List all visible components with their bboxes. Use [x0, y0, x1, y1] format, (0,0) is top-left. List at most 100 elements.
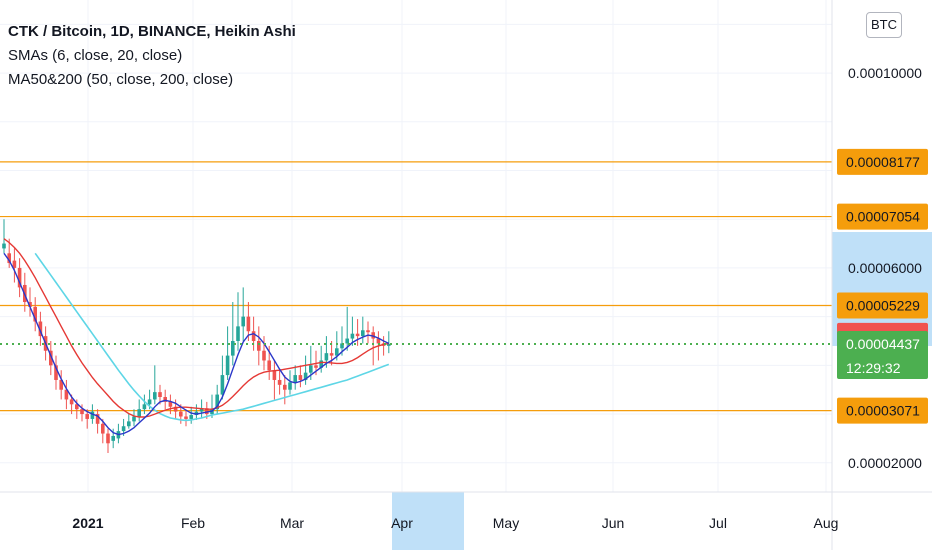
candle-body: [106, 433, 110, 444]
candle-body: [267, 360, 271, 371]
time-tick-3: Apr: [391, 515, 413, 531]
candle-3: [17, 258, 22, 298]
candle-body: [101, 423, 105, 434]
candle-50: [262, 336, 266, 371]
candle-body: [111, 435, 115, 441]
candle-53: [277, 370, 282, 395]
candle-36: [189, 406, 193, 424]
candle-body: [355, 333, 360, 337]
candle-body: [189, 415, 193, 419]
candle-body: [298, 375, 303, 380]
candle-body: [142, 404, 147, 410]
currency-button[interactable]: BTC: [866, 12, 902, 38]
candle-body: [366, 330, 370, 333]
candle-18: [95, 409, 100, 434]
candle-body: [257, 340, 261, 351]
candle-0: [2, 219, 6, 254]
level-price-labels: 0.00008177 0.00007054 0.00005229 0.00003071: [837, 148, 928, 424]
candle-45: [236, 292, 240, 351]
candle-35: [184, 409, 188, 427]
candle-body: [121, 426, 126, 432]
candle-body: [376, 338, 381, 344]
candle-body: [12, 260, 17, 268]
candle-body: [33, 306, 37, 322]
legend-ma[interactable]: MA50&200 (50, close, 200, close): [8, 71, 234, 88]
candle-body: [350, 333, 355, 339]
candle-body: [153, 392, 157, 400]
candle-body: [225, 355, 230, 376]
candle-24: [127, 414, 131, 429]
level-label-0: 0.00008177: [837, 148, 928, 175]
level-label-0-bg: [837, 148, 928, 175]
candle-body: [173, 406, 178, 412]
candle-body: [28, 302, 32, 307]
legend-sma[interactable]: SMAs (6, close, 20, close): [8, 47, 183, 64]
last-price-value: 0.00004437: [846, 336, 920, 352]
level-label-3-bg: [837, 397, 928, 424]
candle-body: [262, 350, 266, 361]
candle-body: [246, 316, 251, 332]
candle-body: [277, 379, 282, 385]
legend-title[interactable]: CTK / Bitcoin, 1D, BINANCE, Heikin Ashi: [8, 23, 296, 40]
candle-body: [345, 338, 349, 344]
price-tick-0: 0.00002000: [848, 455, 922, 471]
candle-body: [293, 375, 297, 383]
time-tick-1: Feb: [181, 515, 205, 531]
candle-body: [329, 353, 334, 356]
candle-body: [303, 372, 308, 380]
candle-30: [158, 384, 162, 405]
candle-5: [28, 287, 32, 317]
candle-body: [2, 243, 6, 249]
candle-body: [168, 401, 173, 407]
chart-grid: [0, 0, 832, 492]
candle-52: [272, 360, 277, 400]
sma-fast-line: [3, 252, 390, 436]
candle-66: [345, 306, 349, 351]
candles: [2, 219, 391, 454]
candle-29: [153, 365, 157, 405]
last-price-label: 0.00004437 12:29:32: [837, 331, 928, 380]
candle-body: [184, 416, 188, 419]
candle-58: [303, 355, 308, 385]
candle-body: [17, 267, 22, 288]
candle-body: [194, 411, 199, 416]
candle-32: [168, 394, 173, 415]
price-axis-ticks: 0.00002000 0.00006000 0.00010000: [848, 65, 922, 471]
candle-body: [80, 409, 84, 415]
candle-body: [147, 399, 152, 405]
candle-61: [319, 345, 323, 373]
candle-1: [7, 238, 11, 268]
candle-26: [137, 399, 141, 422]
candle-body: [75, 404, 79, 410]
candle-74: [387, 331, 391, 354]
candle-70: [366, 321, 370, 344]
candle-body: [38, 321, 43, 337]
candle-body: [288, 382, 292, 390]
price-tick-2: 0.00010000: [848, 65, 922, 81]
time-tick-0: 2021: [72, 515, 103, 531]
price-tick-1: 0.00006000: [848, 260, 922, 276]
candle-19: [101, 418, 105, 444]
level-label-1: 0.00007054: [837, 203, 928, 230]
candle-body: [54, 365, 58, 380]
candle-11: [59, 370, 63, 400]
last-price-tag: 0.00004437 12:29:32: [837, 331, 928, 380]
candle-body: [241, 316, 245, 327]
time-tick-2: Mar: [280, 515, 304, 531]
candle-54: [283, 375, 287, 405]
candle-71: [371, 326, 375, 366]
candle-16: [85, 409, 89, 429]
candle-body: [69, 399, 74, 405]
candle-49: [257, 326, 261, 366]
candle-body: [132, 416, 136, 422]
candle-10: [54, 355, 58, 390]
candle-body: [85, 414, 89, 419]
candle-body: [7, 253, 11, 264]
time-tick-7: Aug: [814, 515, 839, 531]
candle-body: [309, 365, 313, 373]
level-label-2: 0.00005229: [837, 292, 928, 319]
last-price-bg: [837, 331, 928, 380]
candle-65: [340, 326, 344, 356]
horizontal-levels: [0, 161, 832, 412]
